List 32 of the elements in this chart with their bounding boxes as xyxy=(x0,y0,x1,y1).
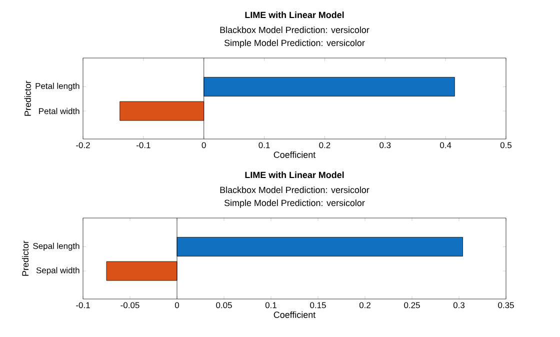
chart-title: LIME with Linear Model xyxy=(245,172,344,178)
x-tick-label: -0.2 xyxy=(76,142,90,148)
x-tick-label: 0.2 xyxy=(359,302,370,308)
x-tick-label: 0.05 xyxy=(216,302,232,308)
x-tick-label: 0.15 xyxy=(310,302,326,308)
x-axis-title: Coefficient xyxy=(274,311,316,318)
x-tick-label: 0.5 xyxy=(500,142,512,148)
x-tick-label: 0 xyxy=(174,302,180,308)
chart-title: LIME with Linear Model xyxy=(245,12,344,18)
x-tick-label: 0.3 xyxy=(380,142,391,148)
text: Simple Model Prediction: versicolor xyxy=(224,200,365,208)
x-tick-label: -0.1 xyxy=(136,142,150,148)
chart-subtitle: Blackbox Model Prediction: versicolor xyxy=(220,26,370,34)
x-tick-label: 0.1 xyxy=(265,302,276,308)
x-tick-label: 0 xyxy=(202,142,206,148)
x-tick-label: 0.3 xyxy=(453,302,465,308)
y-axis-title: Predictor xyxy=(24,80,31,116)
text: Simple Model Prediction: versicolor xyxy=(224,40,365,48)
x-axis-title: Coefficient xyxy=(274,151,316,158)
x-tick-label: -0.1 xyxy=(76,302,90,308)
x-tick-label: 0.2 xyxy=(319,142,330,148)
x-tick-label: 0.35 xyxy=(498,302,514,308)
chart-subtitle: Blackbox Model Prediction: versicolor xyxy=(220,186,370,194)
x-tick-label: 0.25 xyxy=(404,302,420,308)
y-tick-label: Sepal width xyxy=(36,267,80,275)
y-tick-label: Petal width xyxy=(39,108,80,114)
y-axis-title: Predictor xyxy=(22,240,29,276)
y-tick-label: Sepal length xyxy=(33,242,80,251)
x-tick-label: 0.1 xyxy=(258,142,270,148)
y-tick-label: Petal length xyxy=(36,82,80,91)
x-tick-label: 0.4 xyxy=(440,142,452,148)
x-tick-label: -0.05 xyxy=(120,302,140,308)
